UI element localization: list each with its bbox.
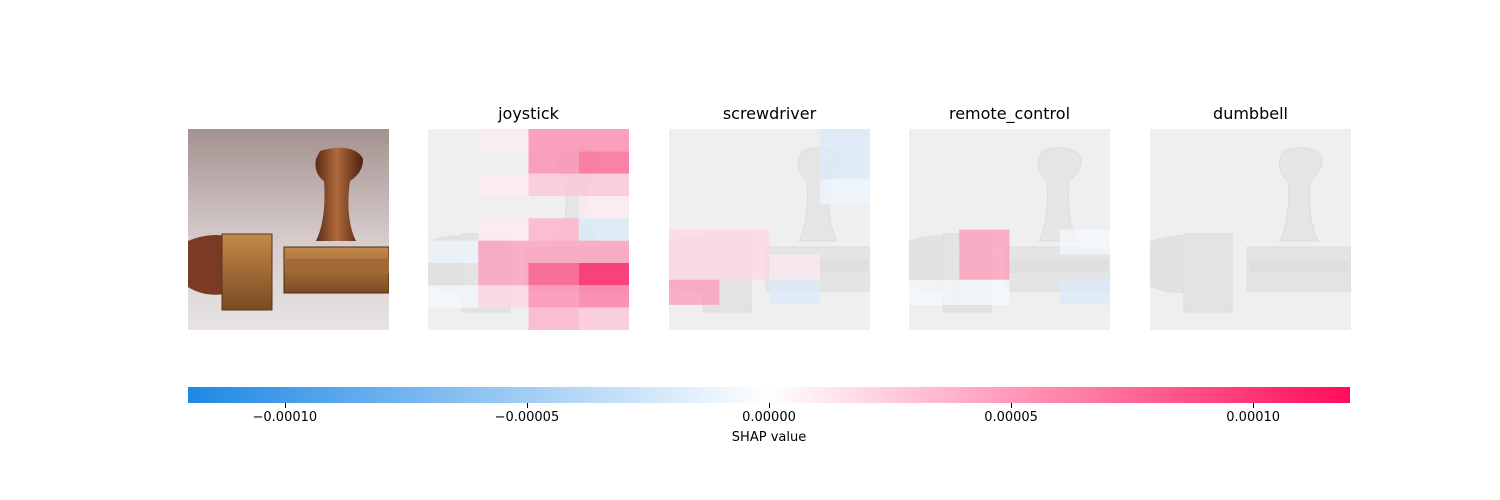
colorbar-tick-label: 0.00005	[984, 410, 1038, 425]
colorbar-label: SHAP value	[731, 430, 807, 445]
colorbar-tick	[769, 403, 770, 408]
heatmap-cell	[578, 218, 629, 241]
heatmap-cell	[719, 229, 770, 255]
heatmap-cell	[769, 254, 820, 280]
heatmap-cell	[578, 263, 629, 286]
heatmap-cell	[528, 285, 579, 308]
heatmap-cell	[769, 279, 820, 305]
panel-title-2: screwdriver	[722, 104, 817, 123]
stamp-ghost	[1150, 147, 1351, 313]
panel-title-3: remote_control	[948, 104, 1071, 123]
shap-panel-dumbbell	[1150, 129, 1351, 330]
colorbar-tick-label: 0.00000	[742, 410, 796, 425]
panel-title-4: dumbbell	[1213, 104, 1288, 123]
heatmap-cell	[528, 263, 579, 286]
heatmap-cell	[478, 129, 529, 152]
stamp-face	[286, 259, 389, 273]
heatmap-cell	[669, 279, 720, 305]
heatmap-cell	[1059, 279, 1110, 305]
heatmap-cell	[478, 263, 529, 286]
shap-panel-joystick	[428, 129, 629, 330]
panel-background	[1150, 129, 1351, 330]
colorbar	[188, 387, 1350, 403]
heatmap-cell	[959, 229, 1010, 255]
heatmap-cell	[578, 151, 629, 174]
heatmap-cell	[1059, 229, 1110, 255]
shap-panel-remote-control	[909, 129, 1110, 330]
heatmap-cell	[528, 129, 579, 152]
heatmap-cell	[578, 129, 629, 152]
heatmap-cell	[478, 173, 529, 196]
heatmap-cell	[478, 240, 529, 263]
stamp-photo	[188, 129, 389, 330]
heatmap-cell	[478, 218, 529, 241]
heatmap-cell	[578, 196, 629, 219]
colorbar-tick	[1253, 403, 1255, 408]
heatmap-cell	[578, 307, 629, 330]
heatmap-cell	[578, 285, 629, 308]
heatmap-cell	[428, 285, 479, 308]
heatmap-cell	[719, 254, 770, 280]
colorbar-tick-label: −0.00005	[494, 410, 560, 425]
colorbar-tick	[284, 403, 286, 408]
heatmap-cell	[428, 240, 479, 263]
heatmap-cell	[669, 229, 720, 255]
heatmap-cell	[528, 173, 579, 196]
heatmap-cell	[819, 179, 870, 205]
colorbar-tick-label: 0.00010	[1226, 410, 1281, 425]
left-stamp-block	[221, 233, 273, 311]
heatmap-cell	[819, 154, 870, 180]
heatmap-cell	[528, 218, 579, 241]
heatmap-cell	[909, 279, 960, 305]
panel-title-1: joystick	[498, 104, 559, 123]
heatmap-cell	[528, 240, 579, 263]
colorbar-tick	[526, 403, 528, 408]
heatmap-cell	[578, 173, 629, 196]
heatmap-cell	[959, 254, 1010, 280]
heatmap-cell	[959, 279, 1010, 305]
right-handle	[315, 147, 363, 241]
heatmap-cell	[528, 151, 579, 174]
shap-panel-screwdriver	[669, 129, 870, 330]
colorbar-tick-label: −0.00010	[252, 410, 318, 425]
original-image-panel	[188, 129, 389, 330]
heatmap-cell	[669, 254, 720, 280]
colorbar-tick	[1011, 403, 1013, 408]
heatmap-cell	[528, 307, 579, 330]
heatmap-cell	[478, 285, 529, 308]
heatmap-cell	[578, 240, 629, 263]
heatmap-cell	[819, 129, 870, 155]
